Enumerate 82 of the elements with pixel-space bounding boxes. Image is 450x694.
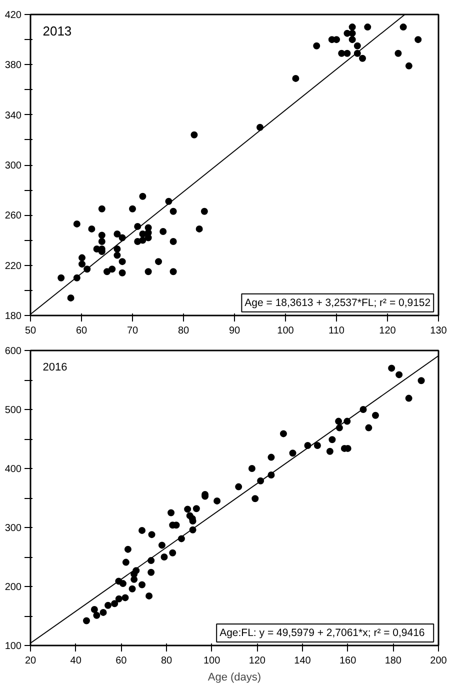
x-tick-label: 110	[328, 326, 345, 336]
point	[170, 238, 177, 245]
y-tick-label: 100	[4, 641, 22, 652]
x-tick-label: 20	[24, 656, 36, 666]
point	[414, 36, 422, 44]
x-tick-label: 200	[430, 656, 448, 666]
y-tick-label: 380	[4, 60, 22, 72]
point	[400, 24, 407, 31]
x-tick-label: 50	[24, 326, 36, 336]
point	[58, 274, 65, 282]
x-tick-label: 90	[228, 326, 240, 336]
point	[144, 234, 152, 242]
x-tick-label: 60	[116, 656, 128, 666]
x-tick-label: 40	[70, 656, 82, 666]
point	[118, 258, 126, 266]
y-tick-label: 220	[4, 260, 22, 272]
text: 2013	[42, 24, 72, 39]
y-tick-label: 500	[4, 405, 22, 416]
x-tick-label: 130	[430, 326, 448, 336]
point	[405, 62, 412, 70]
point	[170, 208, 177, 215]
y-tick-label: 600	[4, 346, 22, 357]
point	[155, 258, 162, 266]
x-tick-label: 120	[248, 656, 266, 666]
x-tick-label: 60	[76, 326, 88, 336]
x-tick-label: 140	[294, 656, 312, 666]
y-tick-label: 400	[4, 464, 22, 475]
x-tick-label: 100	[277, 326, 294, 336]
point	[78, 254, 86, 262]
point	[139, 230, 146, 238]
x-tick-label: 180	[384, 656, 402, 666]
point	[170, 268, 177, 276]
y-tick-label: 260	[4, 210, 22, 222]
point	[88, 225, 96, 232]
point	[348, 30, 356, 37]
point	[190, 131, 198, 138]
point	[292, 74, 300, 82]
point	[139, 192, 146, 200]
y-tick-label: 300	[4, 160, 22, 172]
point	[333, 36, 340, 44]
x-axis-title: Age (days)	[208, 672, 262, 684]
point	[67, 294, 74, 302]
point	[394, 50, 402, 57]
point	[364, 24, 372, 31]
x-tick-label: 100	[203, 656, 221, 666]
point	[144, 268, 152, 276]
x-tick-label: 70	[126, 326, 138, 336]
point	[129, 205, 136, 212]
point	[348, 24, 356, 31]
point	[344, 50, 351, 57]
point	[200, 208, 208, 215]
point	[338, 50, 346, 57]
y-tick-label: 200	[4, 582, 22, 593]
point	[196, 225, 203, 232]
point	[114, 252, 121, 259]
point	[98, 232, 106, 239]
y-tick-label: 180	[4, 311, 22, 322]
point	[114, 230, 121, 238]
point	[313, 42, 320, 50]
y-tick-label: 300	[4, 523, 22, 534]
point	[139, 236, 146, 244]
point	[160, 228, 167, 235]
annotation: Age = 18,3613 + 3,2537*FL; r² = 0,9152	[244, 296, 431, 309]
text: 2016	[42, 361, 68, 374]
point	[348, 36, 356, 44]
point	[104, 268, 110, 276]
point	[118, 269, 126, 276]
point	[98, 238, 106, 245]
y-tick-label: 420	[4, 10, 22, 21]
point	[78, 260, 86, 268]
x-tick-label: 80	[178, 326, 190, 336]
x-tick-label: 160	[339, 656, 357, 666]
point	[73, 220, 80, 228]
point	[114, 246, 121, 253]
point	[354, 42, 361, 50]
annotation: Age:FL: y = 49,5979 + 2,7061*x; r² = 0,9416	[220, 626, 425, 639]
point	[98, 205, 106, 212]
x-tick-label: 120	[379, 326, 396, 336]
point	[108, 266, 116, 273]
y-tick-label: 340	[4, 110, 22, 122]
x-tick-label: 80	[160, 656, 172, 666]
point	[359, 54, 366, 62]
